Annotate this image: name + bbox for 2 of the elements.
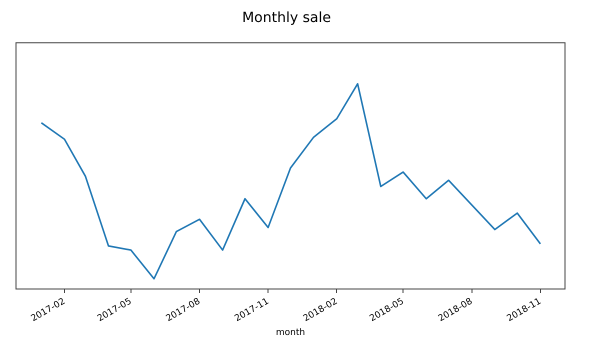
x-axis-title: month <box>276 328 306 338</box>
chart-title: Monthly sale <box>242 10 331 26</box>
